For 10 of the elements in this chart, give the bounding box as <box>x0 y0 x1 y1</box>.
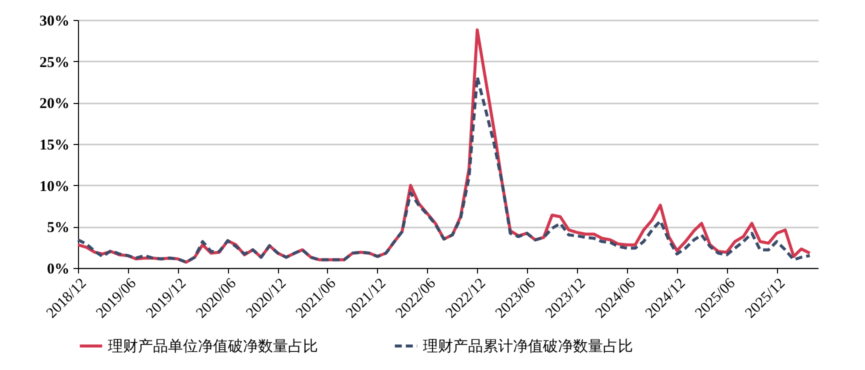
y-tick-label: 25% <box>40 54 70 71</box>
legend-label: 理财产品单位净值破净数量占比 <box>108 337 318 355</box>
y-tick-label: 15% <box>40 138 70 154</box>
y-tick-label: 5% <box>47 220 70 236</box>
y-tick-label: 30% <box>40 14 70 30</box>
legend-label: 理财产品累计净值破净数量占比 <box>423 337 633 355</box>
line-series <box>76 76 812 264</box>
y-tick-label: 20% <box>40 96 70 112</box>
y-tick-label: 10% <box>40 178 70 195</box>
y-tick-label: 0% <box>47 262 70 278</box>
